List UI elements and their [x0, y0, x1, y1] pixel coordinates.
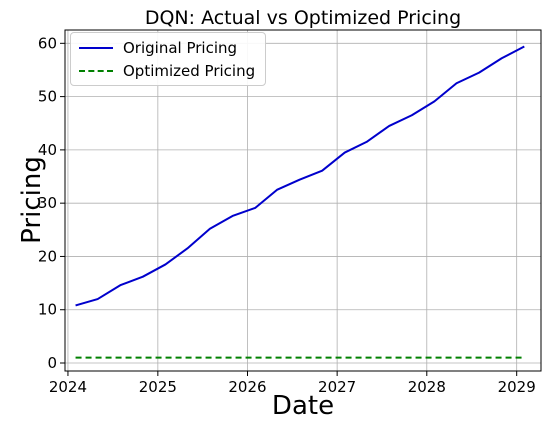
x-axis-label: Date — [272, 391, 334, 421]
grid — [65, 30, 541, 371]
legend: Original Pricing Optimized Pricing — [70, 32, 266, 86]
chart-title: DQN: Actual vs Optimized Pricing — [145, 7, 461, 29]
x-tick-label: 2024 — [49, 378, 87, 396]
x-tick-label: 2029 — [498, 378, 536, 396]
x-tick-label: 2027 — [318, 378, 356, 396]
y-tick-label: 10 — [38, 301, 57, 319]
x-tick-label: 2028 — [408, 378, 446, 396]
x-tick-label: 2026 — [228, 378, 266, 396]
y-tick-label: 30 — [38, 194, 57, 212]
plot-frame — [64, 29, 542, 372]
x-tick-label: 2025 — [139, 378, 177, 396]
series-layer — [75, 45, 525, 359]
series-line-original-pricing — [75, 45, 525, 307]
y-axis-label: Pricing — [17, 156, 47, 244]
y-axis: 0 10 20 30 40 50 60 — [38, 34, 65, 372]
legend-item-original: Original Pricing — [79, 37, 237, 59]
legend-swatch-original — [79, 47, 113, 49]
y-tick-label: 20 — [38, 247, 57, 265]
y-tick-label: 0 — [47, 354, 57, 372]
y-tick-label: 60 — [38, 34, 57, 52]
legend-label-optimized: Optimized Pricing — [123, 62, 256, 80]
legend-item-optimized: Optimized Pricing — [79, 60, 255, 82]
y-tick-label: 50 — [38, 88, 57, 106]
y-tick-label: 40 — [38, 141, 57, 159]
legend-swatch-optimized — [79, 70, 113, 72]
legend-label-original: Original Pricing — [123, 39, 238, 57]
x-axis: 2024 2025 2026 2027 2028 2029 — [49, 371, 536, 396]
